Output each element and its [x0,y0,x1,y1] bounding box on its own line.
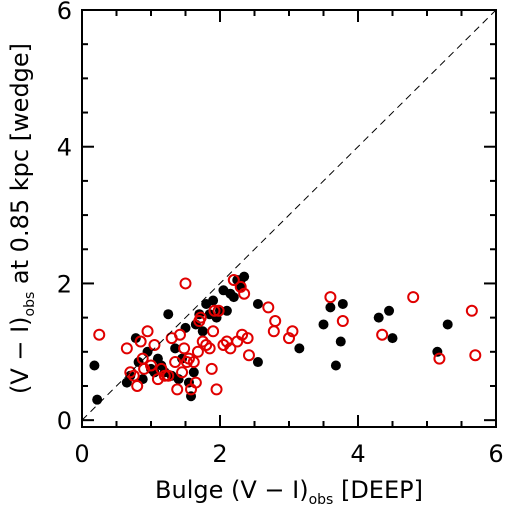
data-point-filled [208,295,219,306]
data-point-open [178,342,191,355]
data-point-open [148,338,161,351]
data-point-open [127,369,140,382]
data-point-filled [318,319,329,330]
y-tick-label: 0 [57,407,72,435]
ticks-layer: 0 2 4 6 0 2 4 6 [57,0,504,468]
data-point-open [238,287,251,300]
x-tick-label: 4 [350,440,365,468]
data-point-open [227,274,240,287]
data-point-filled [197,326,208,337]
data-point-open [138,362,151,375]
data-point-filled [163,309,174,320]
data-point-open [324,291,337,304]
data-point-open [267,325,280,338]
y-tick-label: 2 [57,270,72,298]
data-point-open [208,304,221,317]
data-point-open [407,291,420,304]
data-point-filled [373,312,384,323]
data-point-open [191,345,204,358]
y-tick-label: 4 [57,134,72,162]
data-point-open [283,332,295,345]
data-point-open [151,373,164,386]
y-tick-label: 6 [57,0,72,25]
x-tick-label: 2 [212,440,227,468]
data-point-filled [188,367,199,378]
data-point-open [179,277,192,290]
x-tick-label: 0 [74,440,89,468]
data-point-open [93,328,106,341]
data-point-open [169,356,182,369]
data-point-open [203,342,216,355]
data-point-open [465,304,478,317]
marks-layer [89,271,482,405]
data-point-open [262,301,275,314]
data-point-open [196,335,209,348]
data-point-filled [221,305,232,316]
data-point-filled [330,360,341,371]
data-point-filled [337,298,348,309]
data-point-filled [384,305,395,316]
data-point-filled [387,333,398,344]
data-point-open [242,349,255,362]
reference-line [81,9,497,421]
data-point-open [234,280,247,293]
data-point-open [376,328,389,341]
data-point-open [189,376,202,389]
data-point-open [134,335,147,348]
data-point-open [286,325,299,338]
data-point-open [187,356,200,369]
data-point-filled [335,336,346,347]
data-point-open [336,315,349,328]
data-point-open [158,369,171,382]
data-point-open [200,338,213,351]
data-point-open [141,325,154,338]
x-tick-label: 6 [488,440,503,468]
data-point-open [162,369,175,382]
x-axis-label: Bulge (V − I)obs [DEEP] [155,476,423,508]
data-point-open [269,315,282,328]
data-point-filled [252,357,263,368]
data-point-filled [252,298,263,309]
data-point-filled [180,322,191,333]
data-point-open [120,342,133,355]
data-point-filled [239,271,250,282]
data-point-open [173,328,186,341]
data-point-filled [92,394,103,405]
data-point-open [131,379,144,392]
data-point-open [194,311,207,324]
data-point-filled [325,302,336,313]
data-point-open [210,383,223,396]
data-point-open [205,362,218,375]
data-point-open [224,342,237,355]
data-point-filled [294,343,305,354]
data-point-open [124,366,137,379]
data-point-open [171,383,184,396]
y-axis-label: (V − I)obs at 0.85 kpc [wedge] [6,43,38,394]
data-point-open [212,304,225,317]
data-point-open [155,362,168,375]
data-point-open [207,325,220,338]
data-point-open [433,352,446,365]
data-point-filled [228,292,239,303]
data-point-open [145,359,157,372]
data-point-open [469,349,482,362]
data-point-filled [432,346,443,357]
data-point-open [176,366,189,379]
data-point-filled [125,370,136,381]
data-point-open [241,332,254,345]
data-point-filled [89,360,100,371]
data-point-filled [442,319,453,330]
data-point-filled [170,343,181,354]
data-point-open [217,338,230,351]
